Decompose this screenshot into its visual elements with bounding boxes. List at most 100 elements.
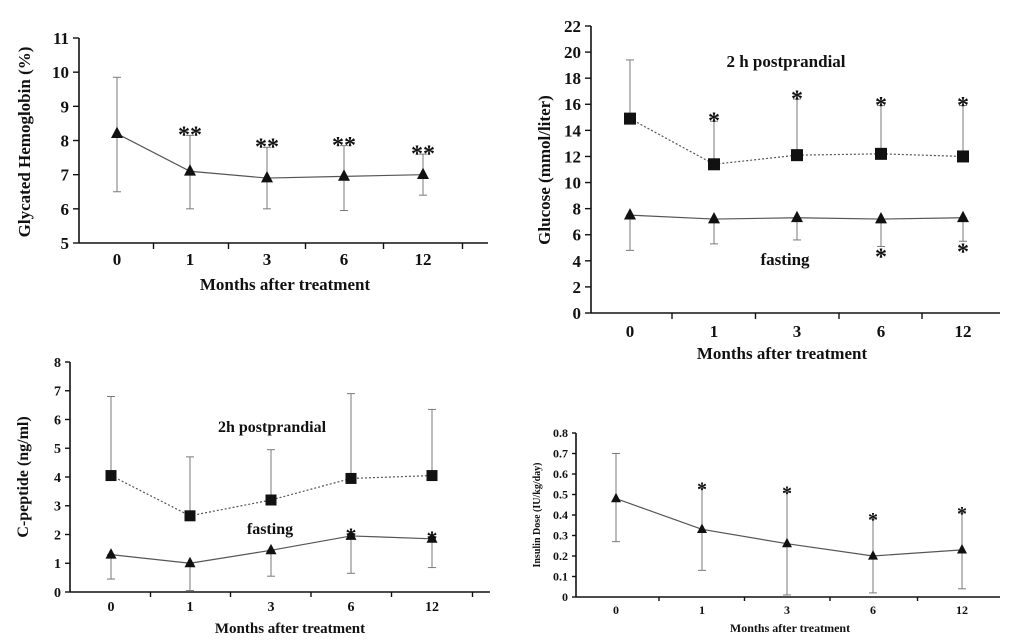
x-tick-label: 3 xyxy=(268,600,275,615)
x-tick-label: 0 xyxy=(626,322,635,341)
x-tick-label: 12 xyxy=(956,603,968,617)
y-tick-label: 16 xyxy=(564,95,581,114)
y-axis-label: Glucose (mmol/liter) xyxy=(535,95,554,245)
chart-hba1c: 5 6 7 8 9 10 11 0 1 3 6 12 Months after treatment Gly… xyxy=(15,29,488,294)
significance-mark: * xyxy=(875,244,887,270)
y-tick-label: 8 xyxy=(54,356,61,371)
data-point xyxy=(338,169,350,181)
significance-mark: * xyxy=(957,239,969,265)
y-tick-label: 3 xyxy=(54,500,61,515)
x-axis-label: Months after treatment xyxy=(697,344,868,363)
y-tick-label: 0.7 xyxy=(553,447,568,461)
significance-mark: * xyxy=(957,93,969,119)
y-tick-label: 11 xyxy=(53,29,69,48)
y-tick-label: 4 xyxy=(54,471,61,486)
y-tick-label: 10 xyxy=(564,173,581,192)
significance-mark: * xyxy=(791,86,803,112)
significance-mark: * xyxy=(868,509,878,531)
series-annotation: fasting xyxy=(760,250,810,269)
y-tick-label: 0 xyxy=(573,304,582,323)
data-point xyxy=(105,470,117,482)
data-point xyxy=(265,543,277,555)
significance-mark: * xyxy=(957,503,967,525)
x-tick-label: 6 xyxy=(870,603,876,617)
y-tick-label: 20 xyxy=(564,43,581,62)
y-tick-label: 0 xyxy=(54,586,61,601)
y-axis-label: Glycated Hemoglobin (%) xyxy=(15,47,34,238)
y-tick-label: 1 xyxy=(54,557,61,572)
data-point xyxy=(791,210,803,223)
series-0 xyxy=(105,393,438,522)
y-tick-label: 6 xyxy=(61,200,70,219)
x-tick-label: 6 xyxy=(348,600,355,615)
x-tick-label: 3 xyxy=(263,250,272,269)
data-point xyxy=(184,556,196,568)
significance-mark: * xyxy=(708,108,720,134)
y-axis-label: C-peptide (ng/ml) xyxy=(15,416,32,537)
x-tick-label: 1 xyxy=(710,322,719,341)
y-tick-label: 7 xyxy=(54,385,61,400)
data-point xyxy=(957,210,969,223)
data-point xyxy=(111,126,123,138)
data-point xyxy=(261,171,273,183)
data-point xyxy=(875,147,887,160)
y-tick-label: 5 xyxy=(54,442,61,457)
x-tick-label: 3 xyxy=(793,322,802,341)
x-tick-label: 3 xyxy=(784,603,790,617)
data-point xyxy=(957,543,967,554)
y-tick-label: 2 xyxy=(573,278,582,297)
y-tick-label: 0.1 xyxy=(553,570,568,584)
y-tick-label: 7 xyxy=(61,166,70,185)
data-point xyxy=(611,492,621,503)
y-tick-label: 6 xyxy=(54,413,61,428)
data-point xyxy=(875,212,887,224)
chart-insulin: 0 0.1 0.2 0.3 0.4 0.5 0.6 0.7 0.8 0 1 3 6 12 Months af… xyxy=(532,426,1000,635)
y-tick-label: 0.8 xyxy=(553,426,568,440)
data-point xyxy=(624,208,636,220)
y-tick-label: 12 xyxy=(564,147,581,166)
y-tick-label: 8 xyxy=(61,131,70,150)
significance-mark: * xyxy=(346,523,357,548)
data-point xyxy=(345,529,357,540)
x-axis-label: Months after treatment xyxy=(215,621,365,637)
data-point xyxy=(782,537,792,548)
series-annotation: 2 h postprandial xyxy=(726,52,845,71)
data-point xyxy=(417,167,429,179)
y-tick-label: 8 xyxy=(573,200,582,219)
y-tick-label: 4 xyxy=(573,252,582,271)
data-point xyxy=(624,112,636,125)
series-0: * * * * xyxy=(611,453,967,596)
series-0: ** ** ** ** xyxy=(111,76,435,212)
series-annotation: fasting xyxy=(247,521,293,538)
y-tick-label: 0.6 xyxy=(553,467,568,481)
y-tick-label: 22 xyxy=(564,17,581,36)
data-point xyxy=(868,550,878,560)
significance-mark: * xyxy=(782,482,792,504)
data-point xyxy=(426,532,438,543)
y-tick-label: 0.5 xyxy=(553,488,568,502)
y-tick-label: 0.3 xyxy=(553,529,568,543)
y-tick-label: 5 xyxy=(61,234,70,253)
y-tick-label: 6 xyxy=(573,226,582,245)
x-axis-label: Months after treatment xyxy=(730,621,850,635)
series-0: * * * * xyxy=(624,59,969,171)
significance-mark: ** xyxy=(178,123,202,149)
x-tick-label: 12 xyxy=(425,600,439,615)
significance-mark: * xyxy=(875,93,887,119)
y-tick-label: 0 xyxy=(562,590,568,604)
y-tick-label: 10 xyxy=(52,63,69,82)
x-tick-label: 6 xyxy=(340,250,349,269)
series-line xyxy=(110,474,433,517)
y-tick-label: 2 xyxy=(54,528,61,543)
y-tick-label: 9 xyxy=(61,97,70,116)
data-point xyxy=(708,212,720,224)
data-point xyxy=(697,523,707,533)
x-tick-label: 12 xyxy=(955,322,972,341)
data-point xyxy=(184,510,196,522)
y-tick-label: 18 xyxy=(564,69,581,88)
x-tick-label: 1 xyxy=(186,250,195,269)
x-tick-label: 1 xyxy=(699,603,705,617)
series-annotation: 2h postprandial xyxy=(218,419,327,436)
